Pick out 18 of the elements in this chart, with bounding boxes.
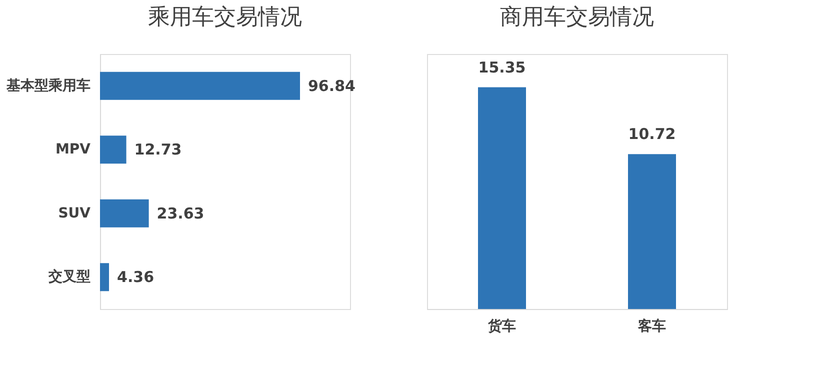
y-tick-label: 交叉型	[48, 268, 90, 286]
data-label: 15.35	[478, 58, 526, 76]
bar	[100, 199, 149, 228]
data-label: 4.36	[117, 268, 154, 286]
y-tick-label: MPV	[55, 142, 91, 158]
bar	[100, 263, 110, 292]
data-label: 12.73	[134, 140, 182, 159]
chart-title: 乘用车交易情况	[148, 4, 302, 29]
bar	[100, 136, 126, 164]
x-tick-label: 客车	[637, 318, 666, 334]
data-label: 10.72	[628, 125, 676, 144]
bar	[100, 72, 300, 100]
data-label: 96.84	[308, 76, 356, 95]
data-label: 23.63	[156, 204, 204, 222]
x-tick-label: 货车	[487, 318, 516, 334]
chart-title: 商用车交易情况	[500, 4, 654, 29]
y-tick-label: 基本型乘用车	[6, 76, 90, 94]
y-tick-label: SUV	[58, 205, 91, 222]
